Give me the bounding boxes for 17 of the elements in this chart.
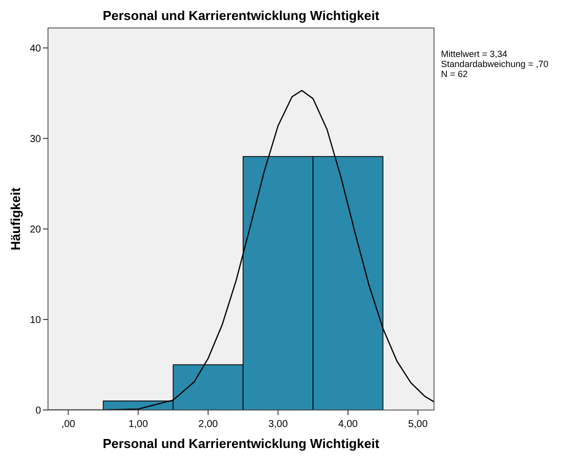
x-tick-label: 3,00 — [268, 419, 288, 430]
x-tick-label: 5,00 — [408, 419, 428, 430]
text: Standardabweichung = ,70 — [441, 59, 548, 69]
text: N = 62 — [441, 69, 468, 79]
x-tick-label: 1,00 — [128, 419, 148, 430]
x-tick-label: ,00 — [61, 419, 76, 430]
chart-title: Personal und Karrierentwicklung Wichtigkeit — [102, 8, 380, 23]
y-tick-label: 10 — [30, 314, 42, 326]
y-tick-label: 40 — [30, 43, 42, 54]
y-axis-title: Häufigkeit — [8, 186, 23, 250]
text: Mittelwert = 3,34 — [441, 49, 508, 59]
x-tick-label: 4,00 — [338, 419, 358, 430]
y-tick-label: 0 — [35, 406, 42, 416]
y-tick-label: 30 — [30, 134, 42, 145]
y-tick-label: 20 — [30, 224, 42, 236]
x-tick-label: 2,00 — [198, 419, 218, 430]
x-axis-title: Personal und Karrierentwicklung Wichtigkeit — [102, 436, 380, 451]
